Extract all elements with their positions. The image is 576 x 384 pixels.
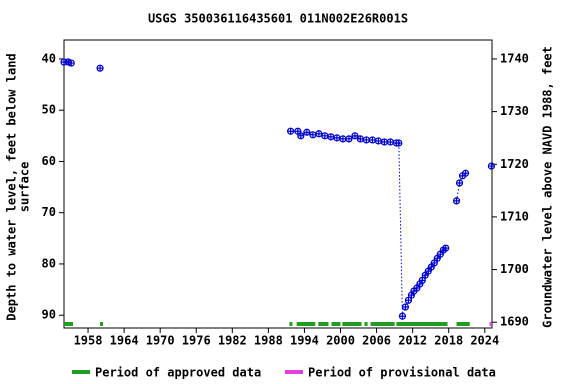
data-point	[487, 162, 495, 170]
y-tick-label: 40	[42, 51, 56, 65]
y-tick-label: 90	[42, 308, 56, 322]
legend-label: Period of approved data	[95, 366, 261, 380]
period-bar	[289, 322, 293, 326]
data-point	[368, 136, 376, 144]
y2-tick-label: 1690	[500, 315, 529, 329]
period-bar	[100, 322, 104, 326]
x-tick-label: 1988	[254, 334, 283, 348]
data-point	[461, 169, 470, 177]
x-tick-label: 2000	[326, 334, 355, 348]
data-point	[351, 132, 359, 140]
data-point	[356, 135, 364, 143]
data-point	[362, 136, 370, 144]
y-tick-label: 70	[42, 205, 56, 219]
period-bar	[364, 322, 368, 326]
y2-tick-label: 1700	[500, 262, 529, 276]
y-tick-label: 50	[42, 103, 56, 117]
period-bar	[342, 322, 362, 326]
y-axis-label: Depth to water level, feet below land	[5, 53, 19, 320]
period-bar	[489, 322, 492, 326]
x-tick-label: 2024	[470, 334, 499, 348]
period-bar	[64, 322, 74, 326]
y-tick-label: 60	[42, 154, 56, 168]
data-point	[455, 179, 464, 187]
data-point	[96, 64, 104, 72]
x-tick-label: 1982	[218, 334, 247, 348]
data-point	[345, 135, 353, 143]
data-point	[380, 138, 388, 146]
x-tick-label: 1976	[182, 334, 211, 348]
period-bar	[331, 322, 341, 326]
y2-tick-label: 1730	[500, 104, 529, 118]
period-bar	[318, 322, 329, 326]
x-tick-label: 1970	[146, 334, 175, 348]
data-point	[333, 134, 341, 142]
data-point	[297, 132, 305, 140]
data-point	[395, 139, 403, 147]
y2-axis-label: Groundwater level above NAVD 1988, feet	[541, 46, 555, 328]
y2-tick-label: 1720	[500, 157, 529, 171]
data-point	[401, 303, 410, 311]
period-bar	[456, 322, 470, 326]
data-point	[404, 296, 413, 304]
data-point	[442, 244, 450, 252]
data-point	[430, 259, 438, 267]
x-tick-label: 1994	[290, 334, 319, 348]
data-point	[339, 135, 347, 143]
x-tick-label: 1964	[110, 334, 139, 348]
data-point	[315, 130, 323, 138]
plot-frame	[63, 39, 493, 329]
y-axis-label: surface	[18, 162, 32, 213]
data-point	[287, 127, 295, 135]
period-bar	[396, 322, 448, 326]
data-point	[386, 138, 395, 146]
x-tick-label: 2006	[362, 334, 391, 348]
y2-tick-label: 1710	[500, 209, 529, 223]
data-point	[321, 132, 329, 140]
data-point	[327, 133, 335, 141]
chart-title: USGS 350036116435601 011N002E26R001S	[148, 12, 408, 26]
x-tick-label: 1958	[74, 334, 103, 348]
data-point	[67, 59, 75, 67]
data-point	[309, 131, 317, 139]
data-point	[294, 127, 302, 135]
data-point	[303, 128, 311, 136]
data-point	[398, 312, 407, 320]
y-tick-label: 80	[42, 256, 56, 270]
y2-tick-label: 1740	[500, 51, 529, 65]
data-point	[418, 276, 426, 284]
data-point	[452, 197, 461, 205]
period-bar	[370, 322, 395, 326]
period-bar	[296, 322, 316, 326]
x-tick-label: 2018	[434, 334, 463, 348]
x-tick-label: 2012	[398, 334, 427, 348]
data-point	[374, 137, 382, 145]
legend-label: Period of provisional data	[308, 366, 496, 380]
